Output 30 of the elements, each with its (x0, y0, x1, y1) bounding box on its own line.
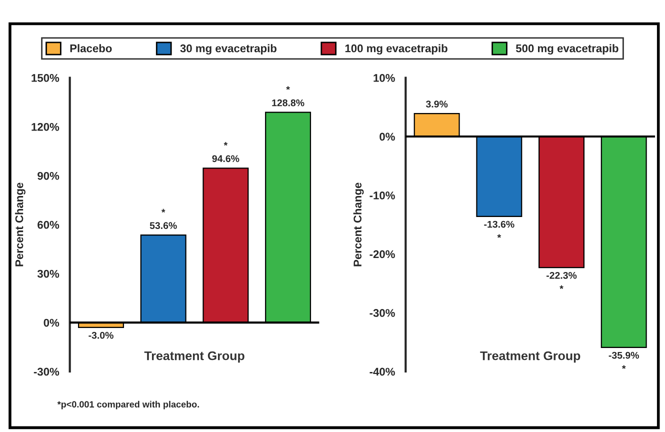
y-tick-label: -40% (370, 368, 395, 376)
y-tick-label: 0% (44, 318, 60, 327)
y-tick-label: 60% (38, 220, 60, 229)
data-label: -13.6% * (484, 220, 514, 238)
data-label: 3.9% (426, 100, 448, 108)
y-tick-label: 150% (32, 74, 60, 82)
data-label: -3.0% (88, 332, 114, 339)
x-axis-title: Treatment Group (144, 351, 244, 363)
data-label: * 53.6% (150, 208, 177, 230)
y-tick-label: -30% (370, 309, 395, 317)
y-tick-label: 10% (374, 74, 395, 82)
data-label: * 94.6% (212, 142, 240, 162)
y-tick-label: 30% (37, 270, 60, 278)
y-tick-label: -10% (370, 192, 395, 200)
legend-label: 100 mg evacetrapib (345, 44, 448, 55)
data-label: -22.3% * (546, 272, 577, 289)
x-axis-title: Treatment Group (480, 351, 580, 363)
y-axis-title: Percent Change (15, 182, 26, 266)
legend-label: Placebo (70, 44, 112, 52)
y-tick-label: -20% (370, 250, 395, 258)
y-tick-label: 0% (380, 132, 395, 141)
y-tick-label: -30% (34, 368, 60, 376)
legend-label: 500 mg evacetrapib (516, 44, 618, 55)
y-tick-label: 120% (32, 122, 60, 131)
y-tick-label: 90% (38, 172, 60, 180)
legend-label: 30 mg evacetrapib (180, 44, 276, 55)
y-axis-title: Percent Change (353, 182, 364, 266)
text: *p<0.001 compared with placebo. (57, 400, 199, 410)
data-label: * 128.8% (272, 86, 304, 106)
data-label: -35.9% * (608, 352, 639, 369)
